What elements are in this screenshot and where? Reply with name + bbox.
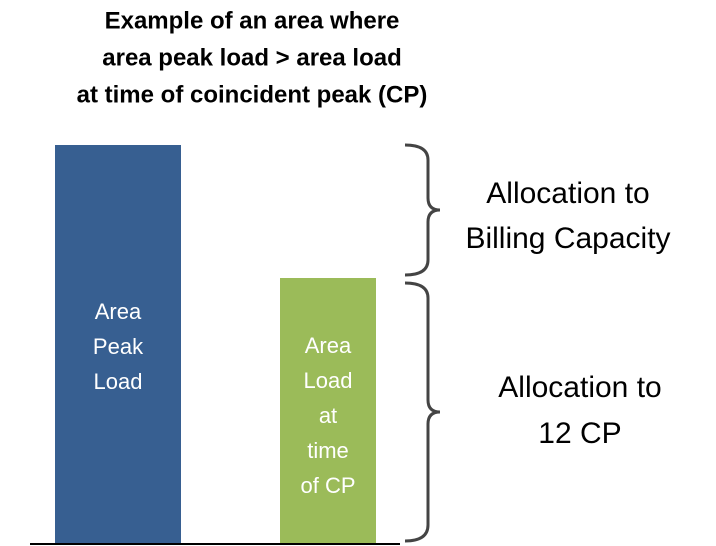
bar-label: Area [95, 299, 142, 324]
annotation: 12 CP [538, 417, 621, 450]
bar-label: Peak [93, 334, 144, 359]
peak-load-bar [55, 145, 181, 544]
bar-label: Load [304, 368, 353, 393]
bar-label: of CP [300, 473, 355, 498]
bar-label: time [307, 438, 349, 463]
bar-label: Load [94, 369, 143, 394]
brace [404, 281, 441, 543]
title-line: Example of an area where [105, 7, 400, 34]
brace [404, 143, 441, 277]
bar-label: at [319, 403, 337, 428]
annotation: Allocation to [498, 371, 661, 404]
title-line: at time of coincident peak (CP) [77, 81, 428, 108]
cp-load-bar [280, 278, 376, 544]
annotation: Allocation to [486, 177, 649, 210]
title-line: area peak load > area load [102, 44, 402, 71]
bar-label: Area [305, 333, 352, 358]
annotation: Billing Capacity [465, 222, 670, 255]
